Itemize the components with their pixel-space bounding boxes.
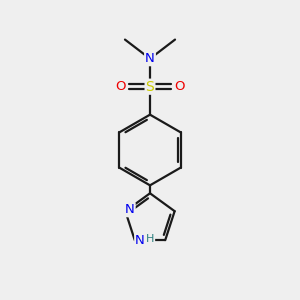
- Text: H: H: [146, 234, 154, 244]
- Text: N: N: [135, 234, 145, 247]
- Text: N: N: [125, 203, 135, 216]
- Text: O: O: [115, 80, 126, 93]
- Text: N: N: [145, 52, 155, 65]
- Text: O: O: [174, 80, 185, 93]
- Text: S: S: [146, 80, 154, 94]
